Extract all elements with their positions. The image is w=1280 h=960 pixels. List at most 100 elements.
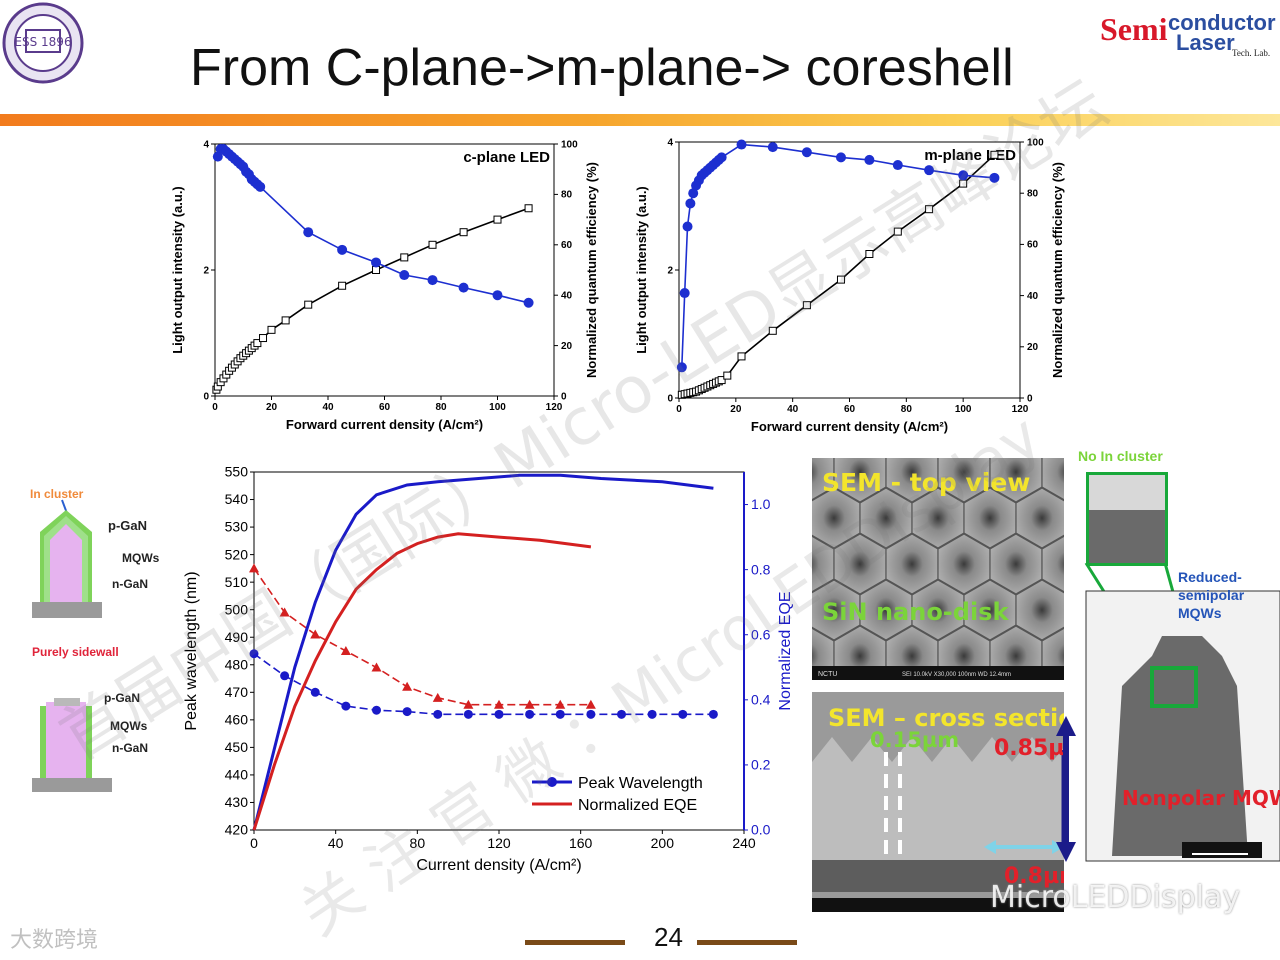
data-point [723, 371, 732, 380]
dim-085-label: 0.85µm [994, 736, 1064, 761]
chart-title: m-plane LED [924, 147, 1016, 164]
substrate-2 [32, 778, 112, 792]
data-point [494, 709, 504, 719]
y2-tick-label: 0.2 [751, 757, 771, 773]
x-tick-label: 60 [844, 404, 856, 415]
y-tick-label: 4 [203, 139, 209, 150]
sem-footer-info: SEI 10.0kV X30,000 100nm WD 12.4mm [902, 672, 1011, 678]
data-point [259, 334, 268, 343]
sidewall-right [86, 706, 92, 778]
data-point [432, 692, 443, 702]
y2-tick-label: 20 [1027, 342, 1039, 353]
logo-semi-text: Semi [1100, 11, 1168, 47]
data-point [493, 215, 502, 224]
y2-axis-label: Normalized quantum efficiency (%) [584, 162, 599, 378]
sidewall-left [40, 706, 46, 778]
y-tick-label: 2 [667, 265, 673, 276]
data-point [212, 151, 223, 162]
chart-title: c-plane LED [463, 149, 550, 166]
logo-text: ESS 1896 [14, 35, 71, 49]
x-tick-label: 0 [676, 404, 682, 415]
sem-footer-ncku: NCTU [818, 671, 837, 678]
data-point [586, 709, 596, 719]
data-point [958, 170, 969, 181]
data-point [372, 266, 381, 274]
y2-tick-label: 80 [1027, 189, 1039, 200]
series-line-3 [252, 532, 592, 831]
purely-sidewall-label: Purely sidewall [32, 645, 119, 659]
y-axis-label: Light output intensity (a.u.) [170, 186, 185, 354]
data-point [801, 147, 812, 158]
x-tick-label: 120 [487, 835, 511, 851]
data-point [682, 221, 693, 232]
data-point [708, 709, 718, 719]
series-line-0 [681, 154, 995, 396]
p-gan-label-2: p-GaN [104, 691, 140, 705]
hex-cell [812, 458, 835, 501]
y-tick-label: 440 [225, 767, 249, 783]
substrate-1 [32, 602, 102, 618]
data-point [280, 671, 290, 681]
y-tick-label: 490 [225, 629, 249, 645]
y2-tick-label: 0 [1027, 393, 1033, 404]
y-tick-label: 460 [225, 712, 249, 728]
data-point [836, 275, 845, 284]
data-point [303, 227, 314, 238]
logo-conductor-text: conductor [1168, 10, 1276, 35]
x-tick-label: 100 [955, 404, 972, 415]
x-axis-label: Current density (A/cm²) [416, 857, 581, 874]
logo-laser-text: Laser [1176, 30, 1235, 55]
series-line-2 [252, 473, 714, 831]
cap-2 [54, 698, 80, 706]
hex-cell [989, 458, 1043, 503]
data-point [737, 352, 746, 361]
x-axis-label: Forward current density (A/cm²) [286, 417, 483, 432]
data-point [304, 300, 313, 309]
nonpolar-mqws-label: Nonpolar MQWs [1122, 786, 1280, 810]
data-point [402, 707, 412, 717]
y2-axis-label: Normalized quantum efficiency (%) [1050, 162, 1065, 378]
p-gan-label: p-GaN [108, 518, 147, 533]
y-tick-label: 530 [225, 519, 249, 535]
x-tick-label: 240 [732, 835, 756, 851]
y2-tick-label: 0.8 [751, 561, 771, 577]
data-point [555, 709, 565, 719]
data-point [892, 160, 903, 171]
data-point [924, 165, 935, 176]
hex-cell [1015, 579, 1064, 641]
data-point [281, 316, 290, 325]
y-tick-label: 0 [667, 393, 673, 404]
legend-label: Normalized EQE [578, 797, 697, 814]
data-point [585, 699, 596, 709]
y-tick-label: 430 [225, 794, 249, 810]
y2-tick-label: 100 [561, 139, 578, 150]
data-point [678, 709, 688, 719]
in-cluster-label: In cluster [30, 487, 84, 501]
coreshell-structure-diagram: In cluster p-GaN MQWs n-GaN Purely sidew… [26, 482, 176, 802]
data-point [253, 339, 262, 348]
y-axis-label: Light output intensity (a.u.) [634, 186, 649, 354]
y2-tick-label: 20 [561, 341, 573, 352]
y2-tick-label: 0.0 [751, 822, 771, 838]
university-logo: ESS 1896 [2, 2, 84, 84]
y-tick-label: 4 [667, 137, 673, 148]
y-tick-label: 550 [225, 464, 249, 480]
arrow-head-up [1056, 716, 1076, 736]
x-tick-label: 40 [328, 835, 344, 851]
footer-bar-left [525, 940, 625, 945]
data-point [555, 699, 566, 709]
x-tick-label: 100 [489, 402, 506, 413]
y2-tick-label: 0.6 [751, 626, 771, 642]
data-point [802, 301, 811, 310]
data-point [717, 376, 726, 385]
x-tick-label: 20 [730, 404, 742, 415]
x-tick-label: 80 [901, 404, 913, 415]
y2-tick-label: 60 [561, 240, 573, 251]
logo-tech-text: Tech. Lab. [1232, 48, 1270, 58]
dimension-arrows [1056, 716, 1076, 862]
y2-tick-label: 0 [561, 391, 567, 402]
data-point [523, 297, 534, 308]
n-gan-core [50, 524, 82, 602]
data-point [524, 699, 535, 709]
series-line-1 [253, 567, 591, 706]
